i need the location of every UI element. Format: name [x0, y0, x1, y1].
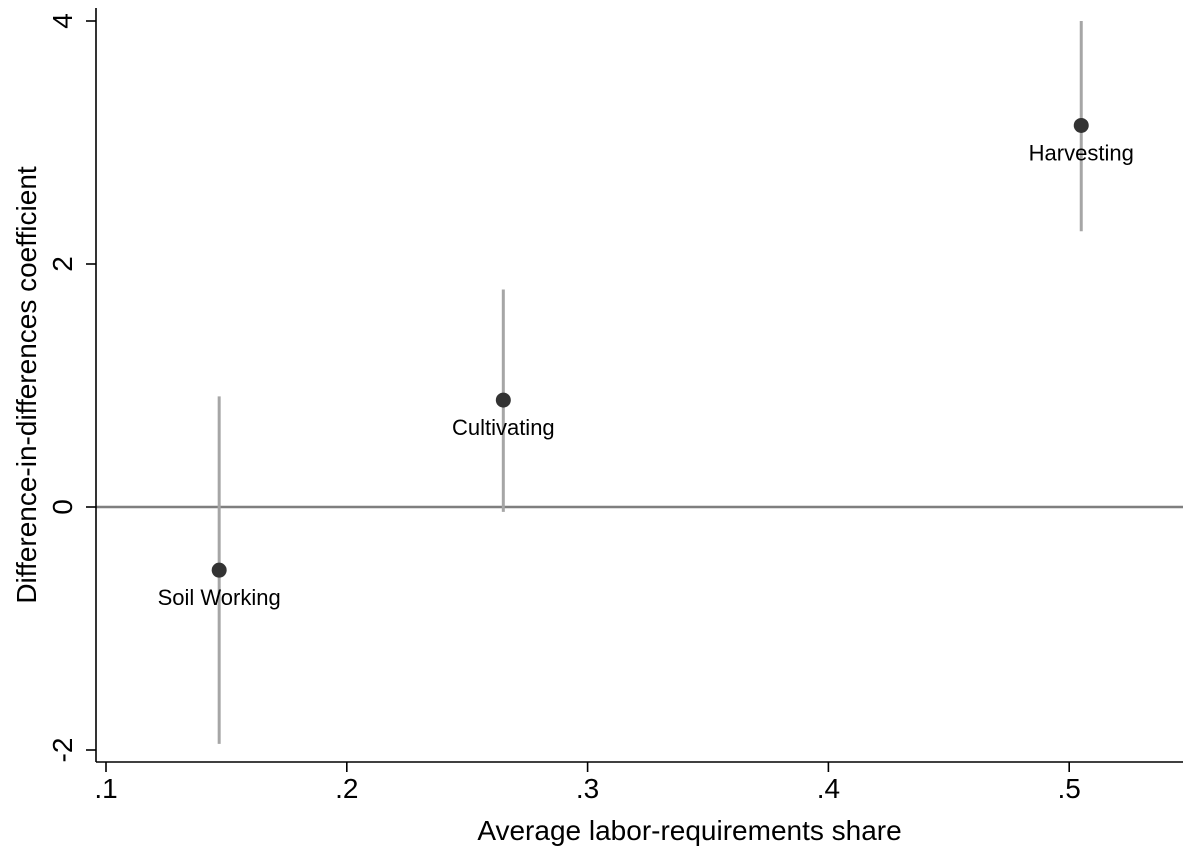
x-tick-label: .3	[576, 773, 599, 804]
y-axis: -2 0 2 4	[47, 8, 97, 763]
x-tick-label: .1	[94, 773, 117, 804]
y-tick-label: 0	[47, 499, 78, 515]
plot-area: Soil Working Cultivating Harvesting	[96, 21, 1183, 744]
y-tick-label: 4	[47, 13, 78, 29]
data-point-cultivating	[495, 392, 511, 408]
x-axis: .1 .2 .3 .4 .5	[94, 761, 1183, 804]
y-axis-title: Difference-in-differences coefficient	[11, 166, 42, 604]
point-label-soil-working: Soil Working	[158, 585, 281, 610]
data-point-harvesting	[1073, 117, 1089, 133]
x-tick-label: .4	[817, 773, 840, 804]
data-point-soil-working	[211, 562, 227, 578]
y-tick-label: -2	[47, 738, 78, 763]
point-label-harvesting: Harvesting	[1029, 140, 1134, 165]
x-tick-label: .2	[335, 773, 358, 804]
y-tick-label: 2	[47, 256, 78, 272]
point-label-cultivating: Cultivating	[452, 415, 555, 440]
x-axis-title: Average labor-requirements share	[477, 815, 901, 846]
x-tick-label: .5	[1058, 773, 1081, 804]
